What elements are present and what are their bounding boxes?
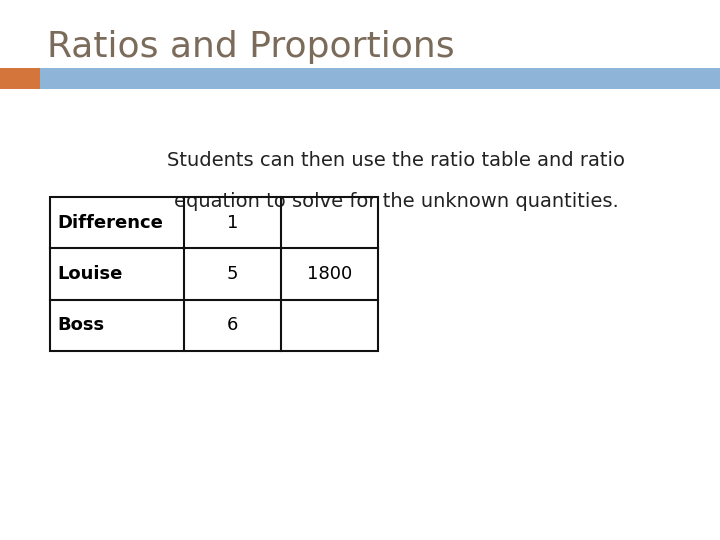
Bar [0,68,40,89]
Bar [50,197,378,351]
Text: 1800: 1800 [307,265,352,283]
Text: Louise: Louise [58,265,123,283]
Text: 5: 5 [227,265,238,283]
Text: Boss: Boss [58,316,104,334]
Bar [40,68,720,89]
Text: equation to solve for the unknown quantities.: equation to solve for the unknown quanti… [174,192,618,211]
Text: Difference: Difference [58,214,163,232]
Text: 6: 6 [227,316,238,334]
Text: Ratios and Proportions: Ratios and Proportions [47,30,454,64]
Text: 1: 1 [227,214,238,232]
Text: Students can then use the ratio table and ratio: Students can then use the ratio table an… [167,151,625,170]
